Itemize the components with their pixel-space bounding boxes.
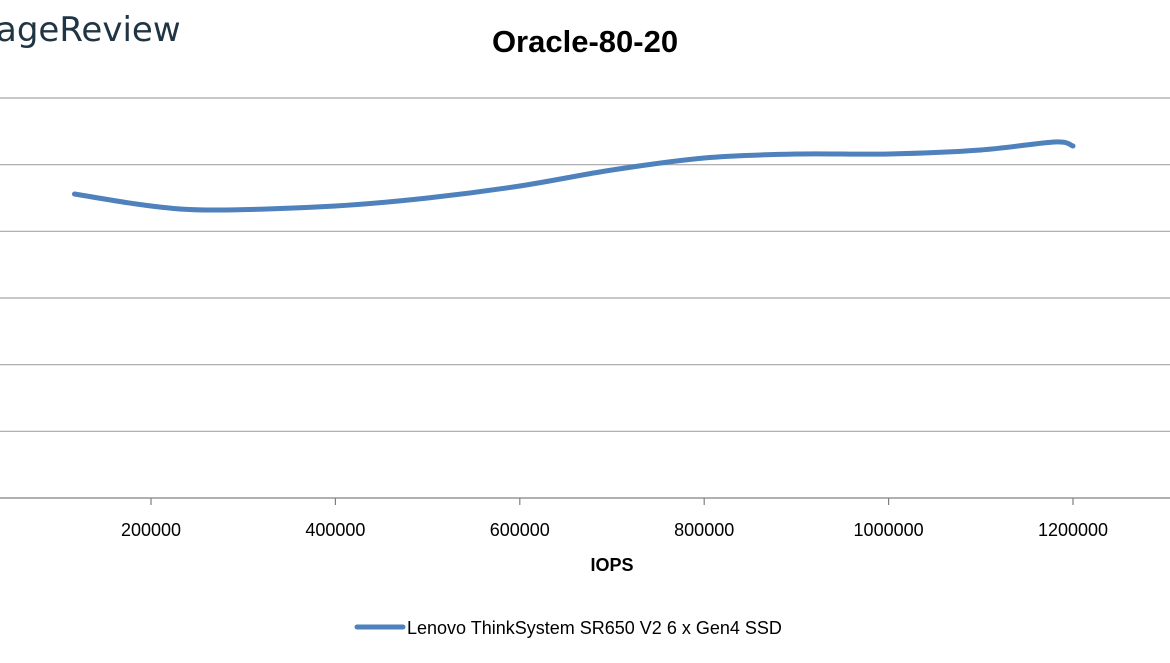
x-axis-ticks: 200000 400000 600000 800000 1000000 1200000 — [121, 498, 1108, 540]
x-tick-label: 800000 — [674, 520, 734, 540]
x-tick-label: 600000 — [490, 520, 550, 540]
series-lines — [71, 139, 1076, 213]
x-tick-label: 200000 — [121, 520, 181, 540]
x-axis-label: IOPS — [590, 555, 633, 575]
series-line-0 — [71, 139, 1076, 213]
chart-title: Oracle-80-20 — [0, 24, 1170, 60]
gridlines — [0, 97, 1170, 499]
x-tick-label: 400000 — [305, 520, 365, 540]
brand-logo: ageReview — [0, 10, 181, 50]
legend-label: Lenovo ThinkSystem SR650 V2 6 x Gen4 SSD — [407, 618, 782, 638]
x-tick-label: 1200000 — [1038, 520, 1108, 540]
x-tick-label: 1000000 — [854, 520, 924, 540]
chart-title-text: Oracle-80-20 — [491, 24, 679, 59]
legend: Lenovo ThinkSystem SR650 V2 6 x Gen4 SSD — [354, 618, 782, 638]
